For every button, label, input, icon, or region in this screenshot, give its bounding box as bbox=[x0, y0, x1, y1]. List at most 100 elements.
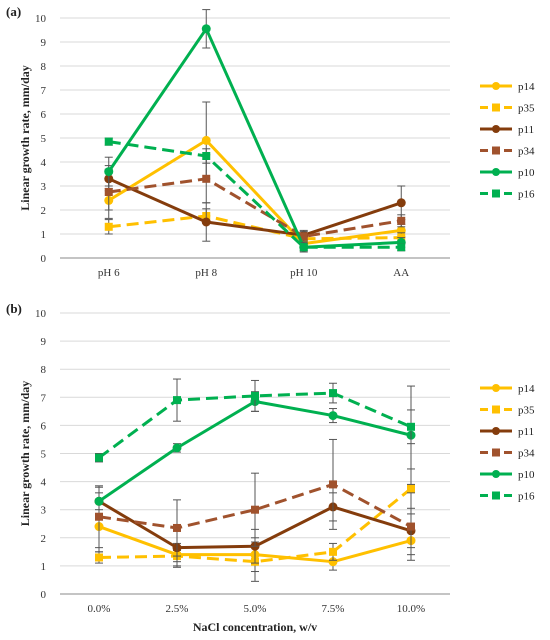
data-point bbox=[407, 484, 415, 493]
x-tick-label: pH 10 bbox=[290, 267, 318, 279]
y-axis-label: Linear growth rate, mm/day bbox=[18, 65, 32, 211]
x-tick-label: 5.0% bbox=[244, 603, 267, 615]
data-point bbox=[201, 24, 211, 34]
legend-label: p35 bbox=[518, 103, 535, 115]
y-tick-label: 5 bbox=[41, 449, 47, 461]
series-p35 bbox=[104, 208, 406, 245]
series-p16 bbox=[95, 378, 415, 463]
y-tick-label: 1 bbox=[41, 229, 47, 241]
y-axis-label: Linear growth rate, mm/day bbox=[18, 381, 32, 527]
data-point bbox=[104, 167, 114, 177]
panel-label: (a) bbox=[6, 4, 21, 19]
data-point bbox=[104, 222, 113, 231]
data-point bbox=[251, 391, 259, 400]
x-axis-label: NaCl concentration, w/v bbox=[193, 620, 317, 634]
legend-marker bbox=[492, 125, 500, 133]
legend-marker bbox=[492, 384, 500, 392]
y-tick-label: 0 bbox=[41, 253, 47, 265]
data-point bbox=[299, 243, 308, 252]
x-tick-label: 10.0% bbox=[397, 603, 425, 615]
x-tick-label: 7.5% bbox=[322, 603, 345, 615]
series-p34 bbox=[95, 438, 415, 561]
data-point bbox=[407, 522, 415, 531]
data-point bbox=[329, 547, 337, 556]
x-tick-label: pH 6 bbox=[98, 267, 120, 279]
y-tick-label: 6 bbox=[41, 109, 47, 121]
data-point bbox=[397, 243, 406, 252]
data-point bbox=[396, 198, 406, 208]
series-line bbox=[108, 140, 402, 249]
y-tick-label: 9 bbox=[41, 37, 47, 49]
legend-label: p11 bbox=[518, 124, 534, 136]
data-point bbox=[202, 174, 211, 183]
legend-marker bbox=[492, 491, 500, 500]
legend-label: p11 bbox=[518, 426, 534, 438]
data-point bbox=[95, 512, 103, 521]
y-tick-label: 4 bbox=[41, 157, 47, 169]
series-line bbox=[107, 27, 402, 249]
legend-marker bbox=[492, 470, 500, 478]
legend-label: p14 bbox=[518, 81, 535, 93]
legend-label: p16 bbox=[518, 491, 535, 503]
data-point bbox=[202, 152, 211, 160]
x-tick-label: AA bbox=[393, 267, 409, 279]
data-point bbox=[201, 217, 211, 227]
y-tick-label: 7 bbox=[41, 85, 47, 97]
series-line bbox=[98, 391, 412, 459]
data-point bbox=[328, 411, 338, 421]
y-tick-label: 4 bbox=[41, 477, 47, 489]
chart-panel-b: (b) 0 1 2 3 4 5 6 7 8 9 10 0.0% 2.5% 5.0% 7.5% 10.0% Line… bbox=[6, 301, 535, 634]
data-point bbox=[397, 216, 406, 225]
data-point bbox=[95, 453, 103, 462]
data-point bbox=[104, 137, 113, 146]
legend-marker bbox=[492, 103, 500, 112]
x-tick-label: 2.5% bbox=[166, 603, 189, 615]
y-tick-label: 2 bbox=[41, 533, 47, 545]
legend-label: p10 bbox=[518, 469, 535, 481]
y-tick-label: 10 bbox=[35, 308, 47, 320]
data-point bbox=[201, 135, 211, 145]
data-point bbox=[104, 188, 113, 196]
y-tick-label: 6 bbox=[41, 420, 47, 432]
y-tick-label: 3 bbox=[41, 505, 47, 517]
data-point bbox=[299, 232, 308, 241]
y-tick-label: 7 bbox=[41, 392, 47, 404]
data-point bbox=[329, 389, 337, 398]
series-line bbox=[98, 482, 412, 530]
data-point bbox=[173, 396, 181, 405]
legend-marker bbox=[492, 189, 500, 198]
data-point bbox=[328, 557, 338, 567]
legend-marker bbox=[492, 448, 500, 457]
x-tick-label: 0.0% bbox=[88, 603, 111, 615]
legend: p14 p35 p11 p34 p10 p16 bbox=[480, 81, 535, 201]
y-tick-label: 0 bbox=[41, 589, 47, 601]
series-line bbox=[108, 177, 402, 237]
panel-label: (b) bbox=[6, 301, 22, 316]
data-point bbox=[94, 496, 104, 506]
y-tick-label: 8 bbox=[41, 61, 47, 73]
data-point bbox=[172, 443, 182, 453]
legend-marker bbox=[492, 168, 500, 176]
data-point bbox=[173, 523, 181, 532]
series-line bbox=[108, 177, 402, 238]
legend-marker bbox=[492, 146, 500, 155]
legend-label: p10 bbox=[518, 167, 535, 179]
series-p16 bbox=[104, 137, 406, 253]
legend-label: p35 bbox=[518, 405, 535, 417]
y-tick-label: 8 bbox=[41, 364, 47, 376]
legend-label: p34 bbox=[518, 448, 535, 460]
y-tick-label: 9 bbox=[41, 336, 47, 348]
legend-marker bbox=[492, 405, 500, 414]
legend-label: p34 bbox=[518, 146, 535, 158]
y-tick-label: 10 bbox=[35, 13, 47, 25]
legend-label: p14 bbox=[518, 383, 535, 395]
chart-panel-a: (a) 0 1 2 3 4 5 6 7 8 9 10 pH 6 pH 8 pH 10 AA Linear gro… bbox=[6, 4, 535, 279]
legend-marker bbox=[492, 427, 500, 435]
y-tick-label: 5 bbox=[41, 133, 47, 145]
data-point bbox=[251, 505, 259, 514]
series-line bbox=[107, 138, 402, 246]
data-point bbox=[407, 422, 415, 431]
legend-marker bbox=[492, 82, 500, 90]
x-tick-label: pH 8 bbox=[195, 267, 217, 279]
